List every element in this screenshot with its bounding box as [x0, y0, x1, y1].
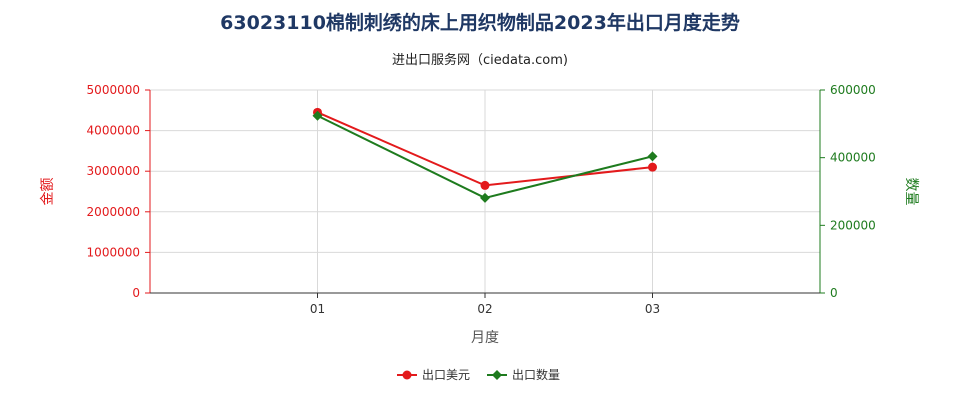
chart-subtitle: 进出口服务网（ciedata.com)	[391, 53, 568, 68]
series-quantity	[312, 110, 658, 203]
y-left-tick-label: 2000000	[87, 205, 140, 219]
y-left-tick-label: 4000000	[87, 124, 140, 138]
grid	[150, 89, 821, 293]
data-point	[312, 110, 323, 121]
y-left-tick-label: 0	[132, 286, 140, 300]
y-right-tick-label: 0	[830, 286, 838, 300]
x-tick-label: 01	[310, 302, 325, 316]
legend-label: 出口美元	[422, 368, 470, 382]
tick-labels: 0100000020000003000000400000050000000200…	[87, 83, 876, 316]
chart-title: 63023110棉制刺绣的床上用织物制品2023年出口月度走势	[220, 12, 740, 34]
legend[interactable]: 出口美元 出口数量	[397, 367, 560, 382]
data-point	[480, 180, 490, 190]
data-point	[648, 162, 657, 172]
series-group	[312, 107, 658, 203]
x-tick-label: 02	[477, 302, 492, 316]
legend-label: 出口数量	[512, 367, 560, 382]
y-right-tick-label: 200000	[830, 218, 876, 232]
x-axis-label: 月度	[471, 330, 499, 346]
legend-item[interactable]: 出口美元	[397, 368, 470, 382]
legend-item[interactable]: 出口数量	[487, 367, 560, 382]
y-left-tick-label: 3000000	[87, 164, 140, 178]
y-right-tick-label: 400000	[830, 151, 876, 165]
legend-marker	[402, 370, 412, 380]
y-left-tick-label: 1000000	[87, 245, 140, 259]
y-right-tick-label: 600000	[830, 83, 876, 97]
legend-marker	[492, 370, 502, 380]
axis-labels: 月度 金额 数量	[40, 178, 919, 347]
y-right-axis-label: 数量	[903, 178, 919, 206]
data-point	[647, 151, 658, 162]
y-left-axis-label: 金额	[40, 178, 56, 206]
data-point	[480, 192, 490, 203]
y-left-tick-label: 5000000	[87, 83, 140, 97]
x-tick-label: 03	[645, 302, 660, 316]
